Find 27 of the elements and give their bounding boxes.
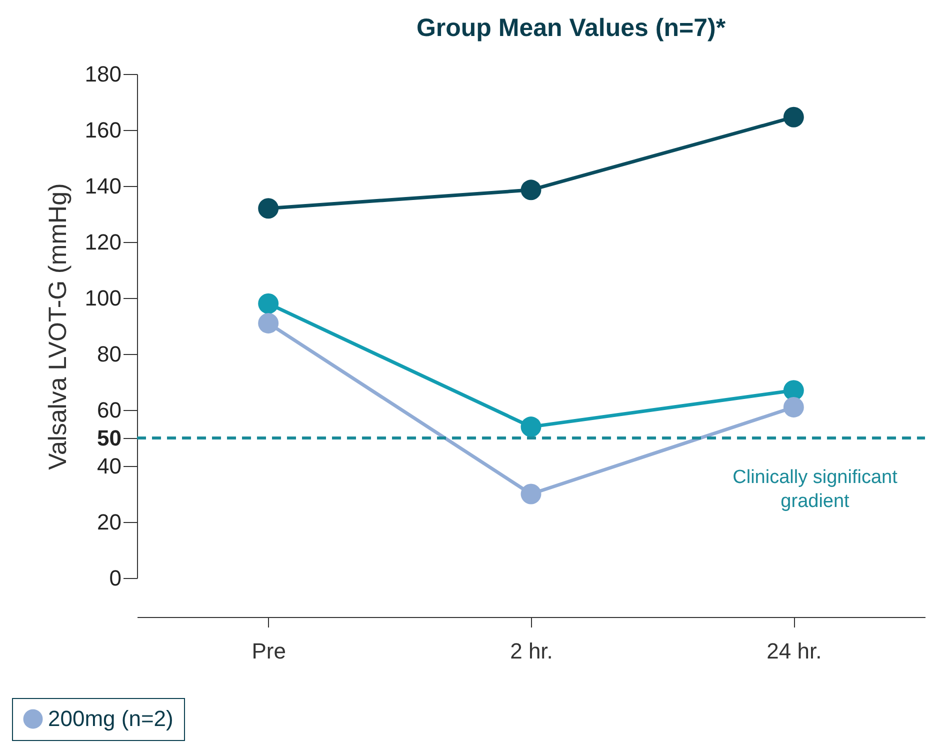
y-tick-label: 50	[97, 426, 122, 450]
y-tick-label: 120	[84, 230, 122, 254]
y-tick-label: 140	[84, 174, 122, 198]
y-tick-label: 80	[97, 342, 122, 366]
point	[258, 198, 279, 219]
y-tick-label: 40	[97, 454, 122, 478]
y-tick-label: 20	[97, 510, 122, 534]
x-tick-label: 24 hr.	[766, 638, 822, 664]
chart-title: Group Mean Values (n=7)*	[416, 14, 726, 42]
y-tick-label: 160	[84, 118, 122, 142]
point	[783, 380, 804, 401]
point	[520, 180, 542, 200]
point	[520, 484, 542, 504]
x-tick-label: Pre	[252, 638, 286, 664]
point	[258, 293, 279, 314]
point	[520, 416, 542, 438]
y-axis-title: Valsalva LVOT-G (mmHg)	[44, 183, 72, 470]
y-tick-label: 100	[84, 286, 122, 310]
ref-line-label: Clinically significant gradient	[732, 467, 898, 512]
x-tick-label: 2 hr.	[510, 638, 553, 664]
y-tick-label: 180	[84, 62, 122, 86]
y-tick-label: 60	[97, 398, 122, 422]
y-tick-label: 0	[109, 566, 122, 590]
point	[783, 106, 804, 128]
point	[783, 396, 804, 418]
legend-label: 200mg (n=2)	[48, 706, 174, 731]
point	[258, 312, 279, 334]
